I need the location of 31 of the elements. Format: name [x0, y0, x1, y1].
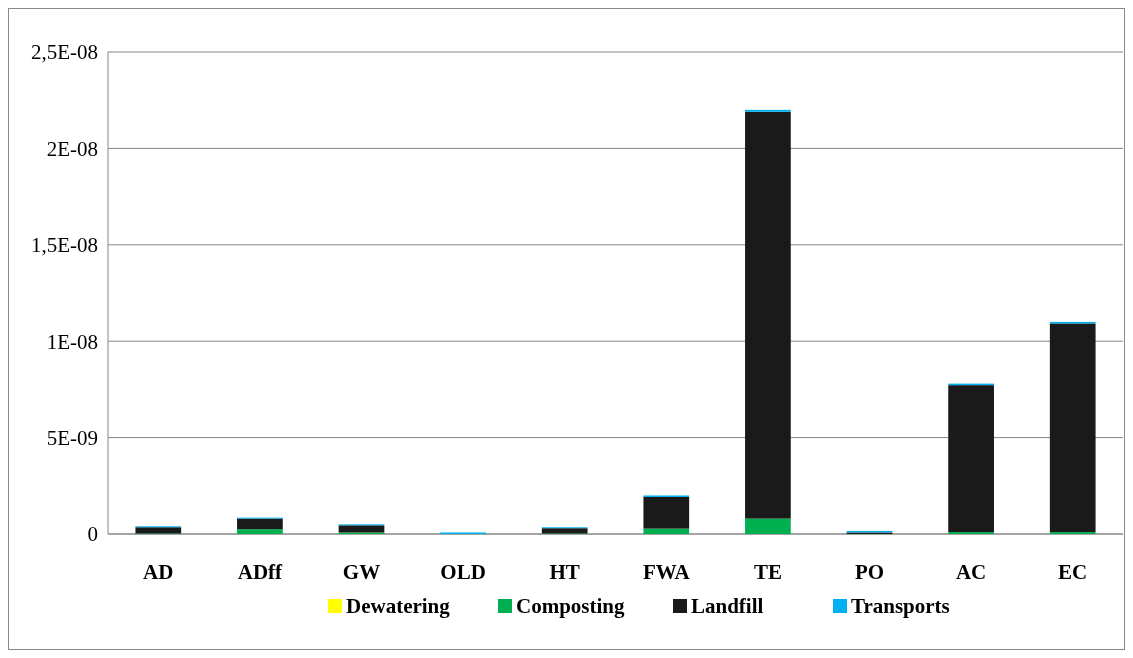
bar	[745, 518, 791, 534]
legend-label: Landfill	[691, 594, 764, 619]
x-tick-label: EC	[1058, 560, 1088, 584]
bar	[948, 385, 994, 533]
bar	[745, 111, 791, 519]
bar	[237, 529, 283, 534]
x-tick-label: ADff	[237, 560, 284, 584]
legend-label: Dewatering	[346, 594, 451, 619]
bar	[135, 527, 182, 534]
y-tick-label: 1E-08	[46, 329, 98, 354]
bar	[541, 528, 588, 534]
y-tick-label: 0	[87, 522, 98, 547]
x-tick-label: GW	[342, 560, 381, 584]
x-tick-label: TE	[753, 560, 782, 584]
bar	[643, 528, 690, 534]
x-tick-label: HT	[549, 560, 580, 584]
bar	[338, 525, 385, 533]
x-tick-label: AC	[955, 560, 987, 584]
x-tick-label: FWA	[642, 560, 691, 584]
x-tick-label: AD	[143, 560, 174, 584]
y-tick-label: 2E-08	[46, 136, 98, 161]
legend-label: Transports	[851, 594, 950, 619]
y-tick-label: 1,5E-08	[30, 233, 98, 258]
bar	[643, 496, 690, 529]
bar	[1049, 323, 1096, 533]
x-tick-label: OLD	[440, 560, 486, 584]
legend-label: Composting	[516, 594, 626, 619]
y-tick-label: 2,5E-08	[30, 40, 98, 65]
x-tick-label: PO	[854, 560, 885, 584]
bar	[237, 518, 283, 530]
y-tick-label: 5E-09	[46, 425, 98, 450]
